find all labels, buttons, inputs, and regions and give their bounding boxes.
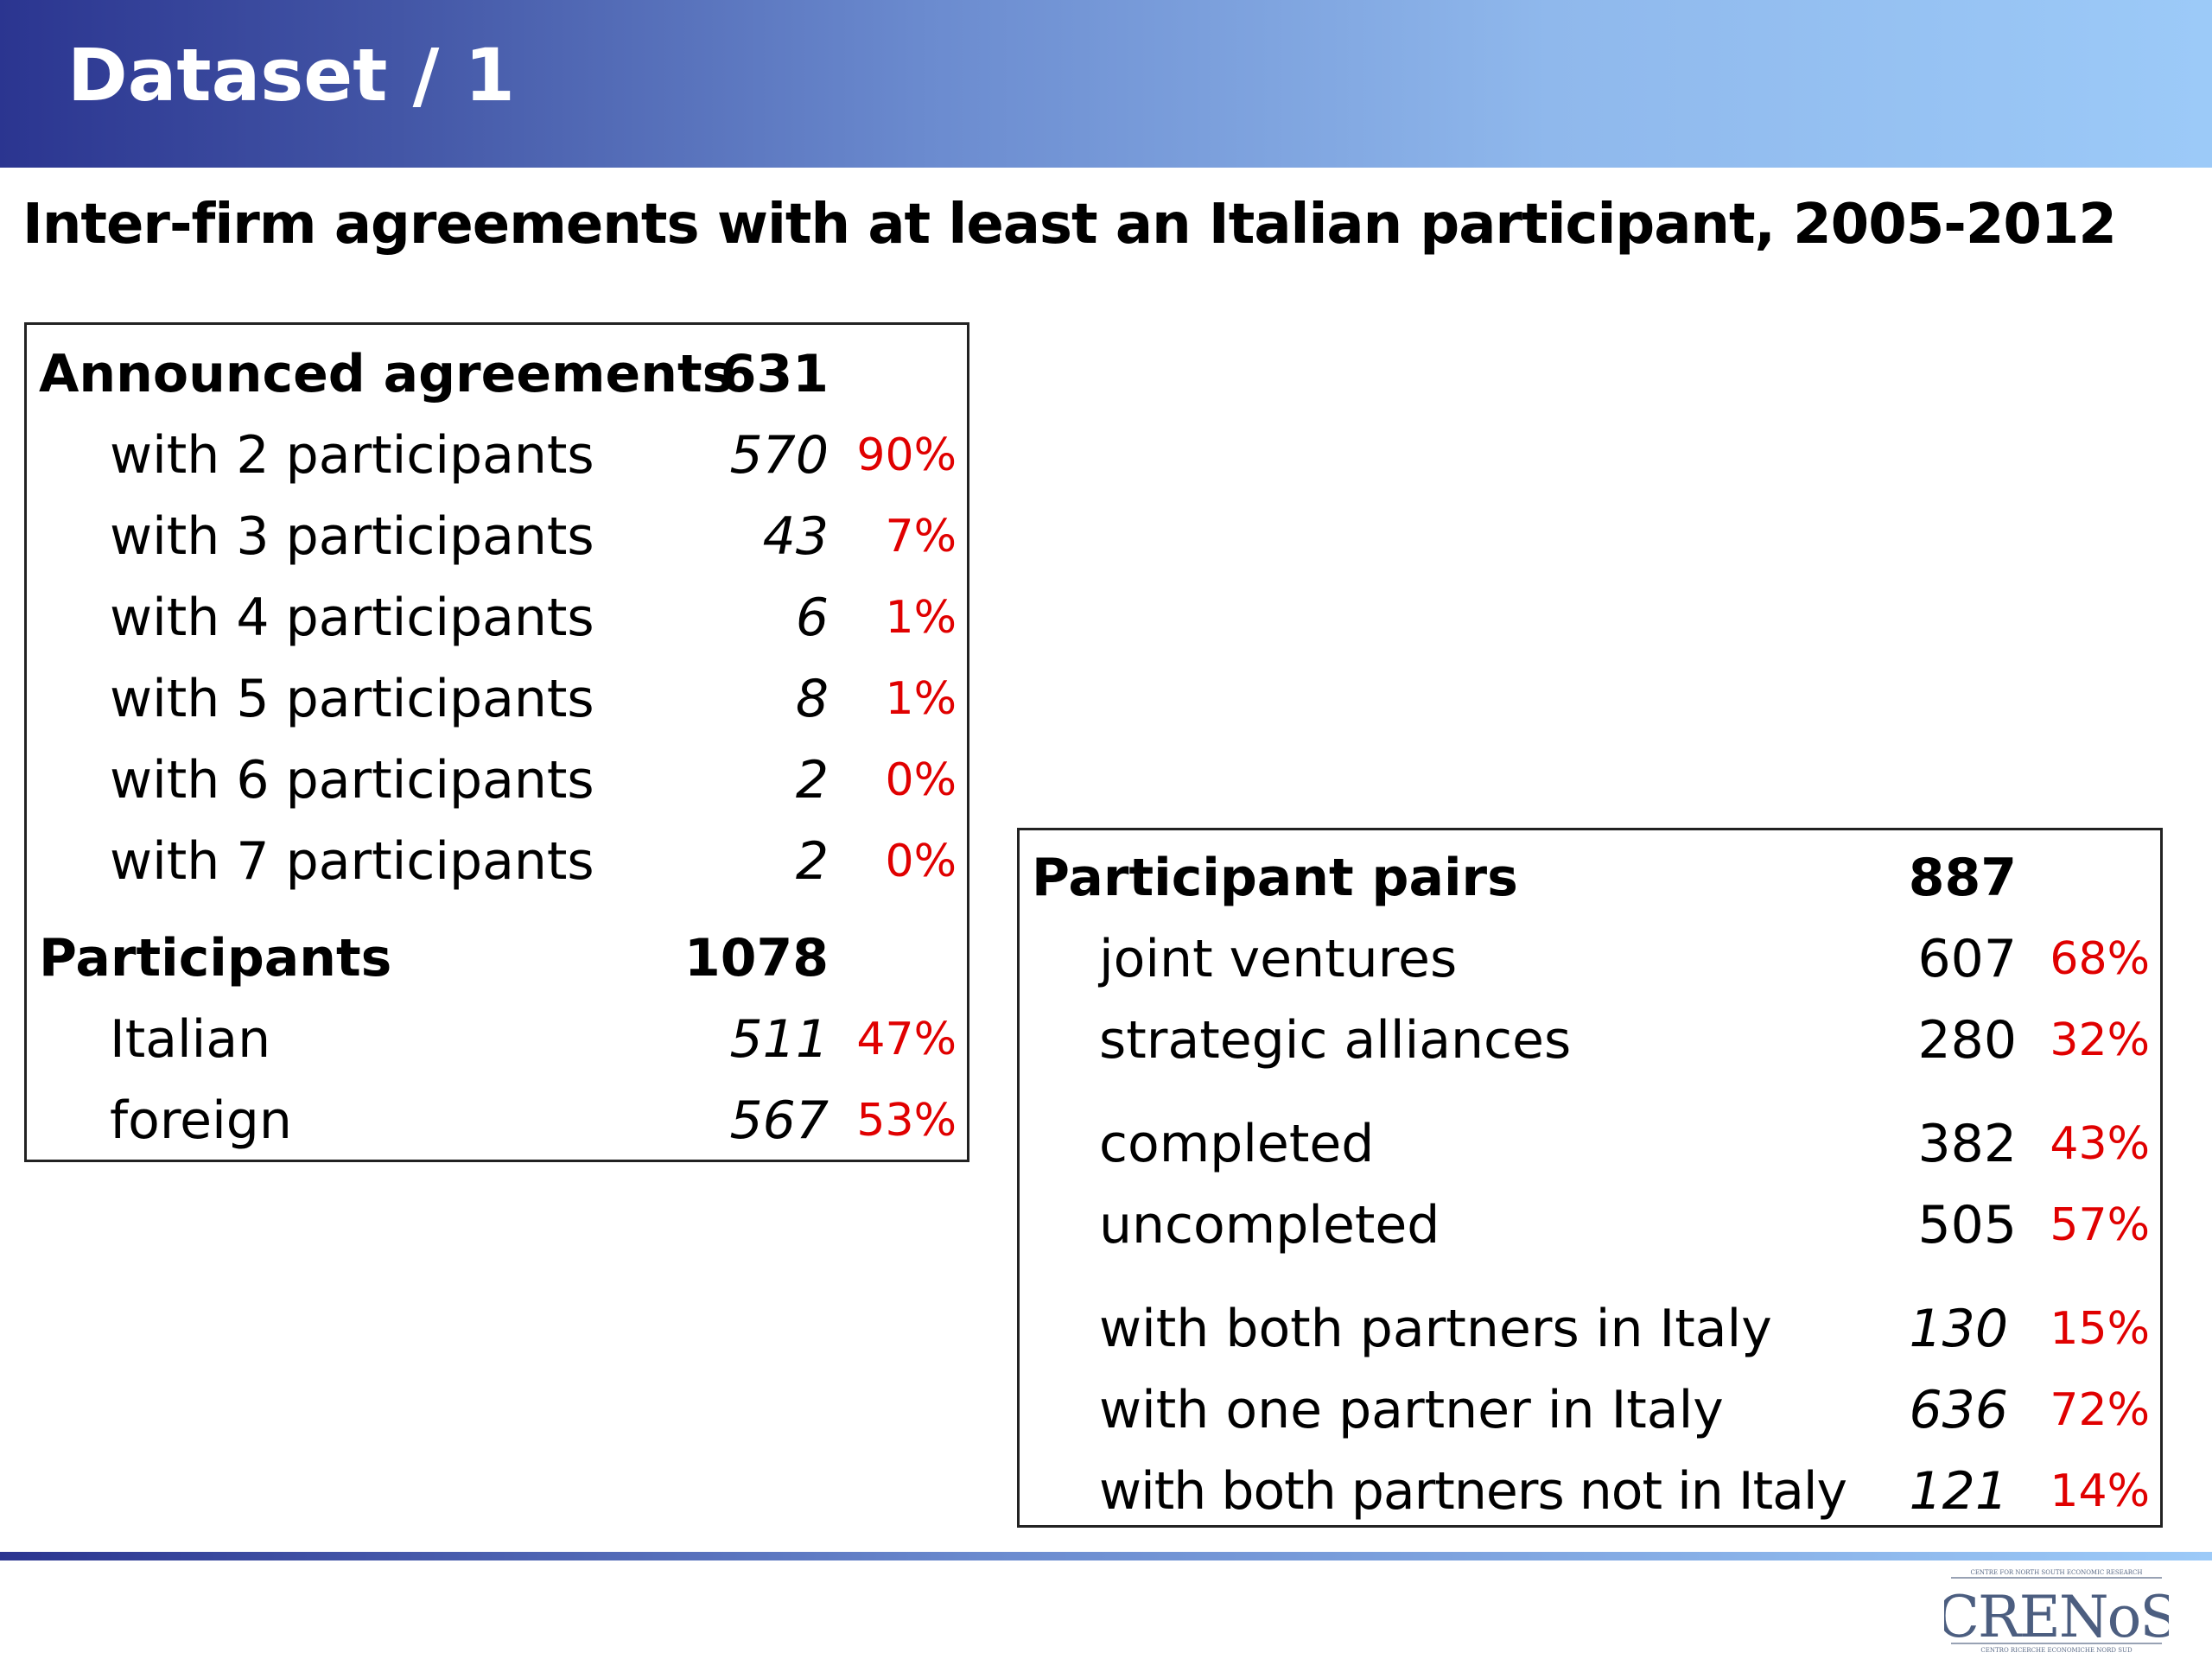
row-percent: 72% (2050, 1384, 2150, 1436)
row-value: 382 (1917, 1114, 2017, 1174)
row-percent: 57% (2050, 1199, 2150, 1251)
footer-line (0, 1552, 2212, 1560)
table-row: with 3 participants 43 7% (27, 496, 967, 577)
row-value: 887 (1908, 848, 2017, 908)
row-percent: 47% (856, 1014, 957, 1065)
row-value: 2 (795, 750, 829, 810)
row-label: with 2 participants (110, 425, 594, 486)
row-label: completed (1099, 1114, 1375, 1174)
row-value: 6 (795, 588, 829, 648)
row-label: with 6 participants (110, 750, 594, 810)
row-label: joint ventures (1099, 929, 1458, 989)
table-row: with both partners in Italy 130 15% (1020, 1288, 2160, 1370)
row-percent: 15% (2050, 1303, 2150, 1355)
row-value: 2 (795, 831, 829, 892)
row-percent: 1% (885, 673, 957, 725)
row-percent: 43% (2050, 1118, 2150, 1170)
row-value: 636 (1909, 1380, 2008, 1440)
row-label: uncompleted (1099, 1195, 1440, 1255)
row-value: 570 (729, 425, 829, 486)
table-row: uncompleted 505 57% (1020, 1185, 2160, 1266)
row-label: with 3 participants (110, 506, 594, 567)
slide-title: Dataset / 1 (67, 33, 515, 118)
row-label: Participants (39, 928, 392, 988)
logo-caption-top: CENTRE FOR NORTH SOUTH ECONOMIC RESEARCH (1970, 1569, 2142, 1576)
table-row: with 5 participants 8 1% (27, 658, 967, 740)
row-value: 43 (762, 506, 829, 567)
row-label: with 5 participants (110, 669, 594, 729)
table-row: foreign 567 53% (27, 1080, 967, 1161)
row-percent: 53% (856, 1095, 957, 1147)
table-row: joint ventures 607 68% (1020, 918, 2160, 1000)
header-band (0, 0, 2212, 168)
table-row: strategic alliances 280 32% (1020, 1000, 2160, 1081)
table-row: Italian 511 47% (27, 999, 967, 1080)
row-value: 631 (720, 344, 829, 404)
row-label: Participant pairs (1032, 848, 1518, 908)
row-value: 8 (795, 669, 829, 729)
participant-pairs-table: Participant pairs 887 joint ventures 607… (1017, 828, 2163, 1528)
table-row: with 4 participants 6 1% (27, 577, 967, 658)
row-label: strategic alliances (1099, 1010, 1572, 1071)
row-percent: 32% (2050, 1014, 2150, 1066)
row-value: 607 (1917, 929, 2017, 989)
row-value: 130 (1909, 1299, 2008, 1359)
logo-wordmark: CRENoS (1944, 1584, 2169, 1650)
row-percent: 0% (885, 836, 957, 887)
row-value: 121 (1909, 1461, 2008, 1522)
row-value: 511 (729, 1009, 829, 1070)
row-label: with both partners not in Italy (1099, 1461, 1847, 1522)
row-percent: 14% (2050, 1465, 2150, 1517)
row-label: Italian (110, 1009, 271, 1070)
crenos-logo: CENTRE FOR NORTH SOUTH ECONOMIC RESEARCH… (1944, 1569, 2169, 1654)
row-label: with 4 participants (110, 588, 594, 648)
row-percent: 68% (2050, 933, 2150, 985)
table-row: with both partners not in Italy 121 14% (1020, 1451, 2160, 1532)
table-row: Participants 1078 (27, 918, 967, 999)
row-label: Announced agreements (39, 344, 734, 404)
table-row: with 2 participants 570 90% (27, 415, 967, 496)
row-label: with one partner in Italy (1099, 1380, 1724, 1440)
logo-caption-bottom: CENTRO RICERCHE ECONOMICHE NORD SUD (1980, 1647, 2133, 1654)
slide-subtitle: Inter-firm agreements with at least an I… (22, 193, 2117, 257)
row-label: foreign (110, 1090, 292, 1151)
row-value: 280 (1917, 1010, 2017, 1071)
table-row: Participant pairs 887 (1020, 837, 2160, 918)
table-row: completed 382 43% (1020, 1103, 2160, 1185)
row-label: with 7 participants (110, 831, 594, 892)
row-percent: 0% (885, 754, 957, 806)
row-percent: 7% (885, 511, 957, 563)
row-value: 567 (729, 1090, 829, 1151)
table-row: with 6 participants 2 0% (27, 740, 967, 821)
table-row: with 7 participants 2 0% (27, 821, 967, 902)
row-percent: 1% (885, 592, 957, 644)
table-row: with one partner in Italy 636 72% (1020, 1370, 2160, 1451)
row-value: 1078 (684, 928, 829, 988)
agreements-table: Announced agreements 631 with 2 particip… (24, 322, 969, 1162)
row-value: 505 (1917, 1195, 2017, 1255)
row-label: with both partners in Italy (1099, 1299, 1772, 1359)
row-percent: 90% (856, 429, 957, 481)
table-row: Announced agreements 631 (27, 334, 967, 415)
